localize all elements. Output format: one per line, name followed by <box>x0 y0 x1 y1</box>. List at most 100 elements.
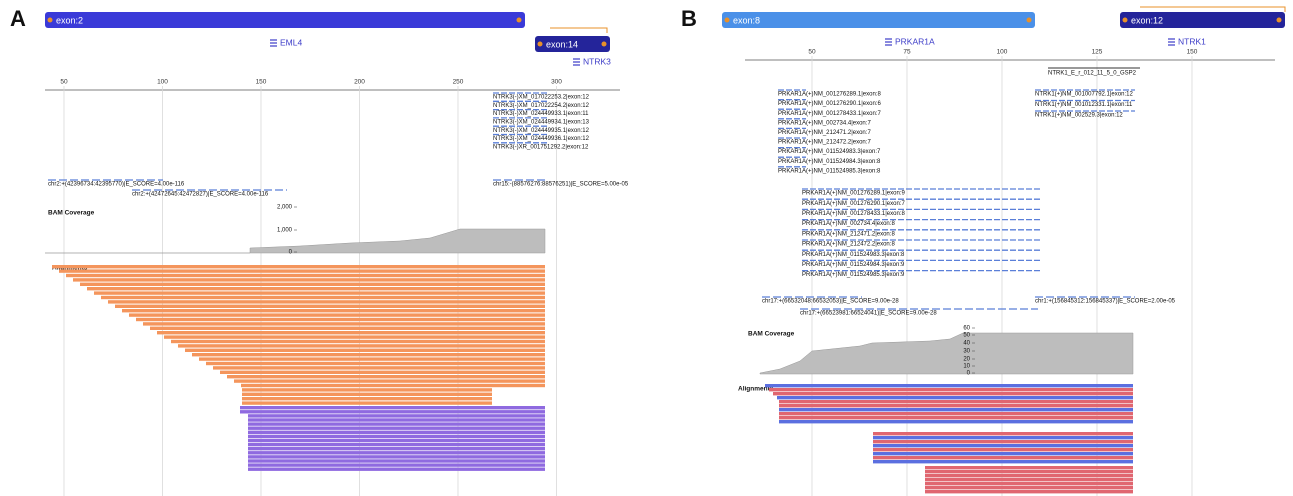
transcript-label: NTRK3(-)XM_024449936.1|exon:12 <box>493 136 590 142</box>
read <box>206 362 545 365</box>
exon-marker <box>602 42 607 47</box>
read <box>773 392 1133 395</box>
read <box>873 444 1133 447</box>
transcript-label: NTRK3(-)XM_017022254.2|exon:12 <box>493 103 590 109</box>
read <box>925 474 1133 477</box>
exon-bar <box>45 12 525 28</box>
transcript-label: PRKAR1A(+)NM_011524985.3|exon:8 <box>778 168 881 174</box>
exon-marker <box>538 42 543 47</box>
panel-label: A <box>10 6 26 31</box>
read <box>66 274 545 277</box>
transcript-label: PRKAR1A(+)NM_011524985.3|exon:9 <box>802 272 905 278</box>
read <box>873 436 1133 439</box>
coverage-tick-label: 20 <box>963 357 970 363</box>
read <box>873 460 1133 463</box>
primer-label: NTRK1_E_r_012_11_5_0_GSP2 <box>1048 71 1137 77</box>
read <box>73 278 545 281</box>
read <box>248 418 545 421</box>
read <box>122 309 545 312</box>
coverage-label: BAM Coverage <box>748 331 795 338</box>
exon-marker <box>1277 18 1282 23</box>
exon-marker <box>1027 18 1032 23</box>
ruler-tick-label: 150 <box>1187 49 1198 56</box>
gene-label: PRKAR1A <box>895 36 935 46</box>
coverage-tick-label: 2,000 <box>277 205 293 211</box>
hit-label: chr2:+(42396734:42395770)|E_SCORE=4.00e-… <box>48 182 185 188</box>
read <box>248 414 545 417</box>
read <box>873 448 1133 451</box>
ruler-tick-label: 100 <box>997 49 1008 56</box>
hit-label: chr17:+(66523981:66524041)|E_SCORE=9.00e… <box>800 311 937 317</box>
transcript-label: PRKAR1A(+)NM_001276289.1|exon:9 <box>802 191 905 197</box>
read <box>779 408 1133 411</box>
panel-label: B <box>681 6 697 31</box>
primer-arrow <box>1140 7 1285 12</box>
transcript-label: PRKAR1A(+)NM_212471.2|exon:8 <box>802 231 895 237</box>
read <box>129 313 545 316</box>
transcript-label: NTRK1(+)NM_001012331.1|exon:11 <box>1035 102 1133 108</box>
exon-marker <box>1123 18 1128 23</box>
read <box>925 478 1133 481</box>
read <box>213 366 545 369</box>
read <box>164 335 545 338</box>
transcript-label: PRKAR1A(+)NM_011524983.3|exon:7 <box>778 149 881 155</box>
read <box>234 379 545 382</box>
read <box>779 412 1133 415</box>
read <box>80 283 545 286</box>
transcript-label: NTRK1(+)NM_002529.3|exon:12 <box>1035 113 1123 119</box>
primer-arrow <box>550 28 607 33</box>
transcript-label: PRKAR1A(+)NM_212472.2|exon:8 <box>802 242 895 248</box>
read <box>241 384 545 387</box>
read <box>248 468 545 471</box>
transcript-label: PRKAR1A(+)NM_002734.4|exon:8 <box>802 221 895 227</box>
ruler-tick-label: 125 <box>1092 49 1103 56</box>
read <box>240 410 545 413</box>
read <box>925 482 1133 485</box>
ruler-tick-label: 150 <box>256 79 267 86</box>
transcript-label: PRKAR1A(+)NM_001276290.1|exon:6 <box>778 101 881 107</box>
read <box>248 427 545 430</box>
read <box>227 375 545 378</box>
read <box>171 340 545 343</box>
read <box>59 269 545 272</box>
read <box>925 490 1133 493</box>
hit-label: chr15:-(88576276:88576251)|E_SCORE=5.00e… <box>493 182 629 188</box>
read <box>873 440 1133 443</box>
hit-label: chr1:+(156845312:156845337)|E_SCORE=2.00… <box>1035 299 1176 305</box>
read <box>242 388 492 391</box>
read <box>192 353 545 356</box>
figure: A50100150200250300exon:2exon:14EML4NTRK3… <box>0 0 1293 496</box>
coverage-area <box>760 333 1133 374</box>
read <box>248 463 545 466</box>
exon-label: exon:8 <box>733 15 760 25</box>
read <box>777 396 1133 399</box>
read <box>769 388 1133 391</box>
transcript-label: NTRK3(-)XM_024449934.1|exon:13 <box>493 119 590 125</box>
read <box>779 404 1133 407</box>
exon-marker <box>725 18 730 23</box>
read <box>87 287 545 290</box>
read <box>240 406 545 409</box>
transcript-label: NTRK3(-)XM_024449935.1|exon:12 <box>493 128 590 134</box>
read <box>185 349 545 352</box>
read <box>248 459 545 462</box>
transcript-label: PRKAR1A(+)NM_002734.4|exon:7 <box>778 120 871 126</box>
transcript-label: PRKAR1A(+)NM_001276289.1|exon:8 <box>778 92 881 98</box>
read <box>248 451 545 454</box>
read <box>242 397 492 400</box>
ruler-tick-label: 50 <box>60 79 68 86</box>
read <box>873 452 1133 455</box>
read <box>248 422 545 425</box>
read <box>115 305 545 308</box>
read <box>94 291 545 294</box>
read <box>779 416 1133 419</box>
read <box>248 455 545 458</box>
read <box>136 318 545 321</box>
transcript-label: PRKAR1A(+)NM_001278433.1|exon:7 <box>778 111 881 117</box>
ruler-tick-label: 200 <box>354 79 365 86</box>
ruler-tick-label: 250 <box>453 79 464 86</box>
read <box>199 357 545 360</box>
read <box>108 300 545 303</box>
